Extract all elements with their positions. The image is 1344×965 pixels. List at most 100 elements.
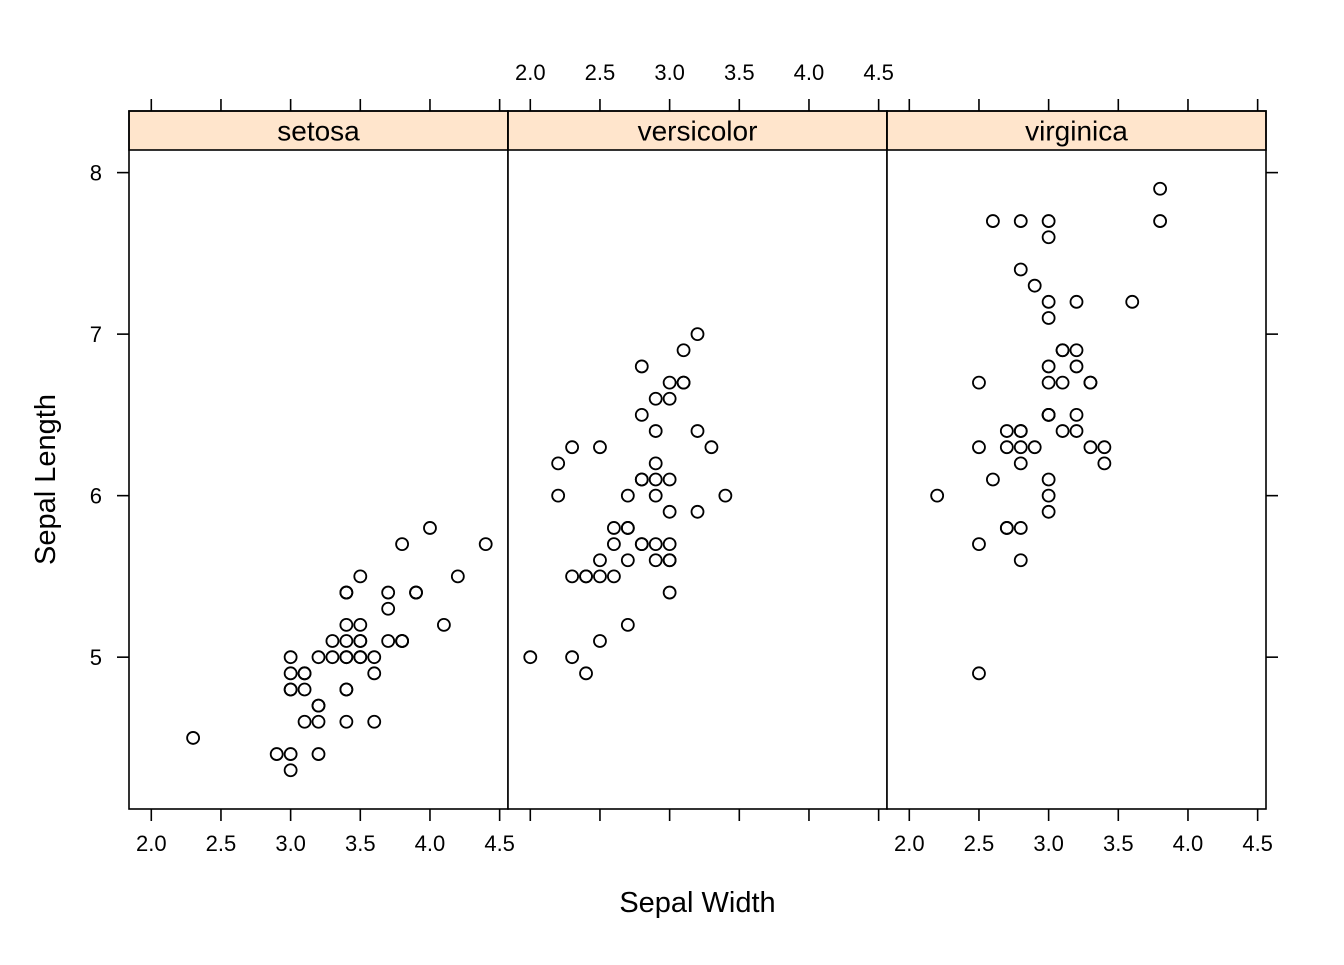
data-point xyxy=(593,569,607,584)
data-point xyxy=(718,488,733,503)
data-point xyxy=(1041,472,1056,487)
data-point xyxy=(565,569,579,584)
x-tick-label-bottom: 2.5 xyxy=(206,831,237,856)
data-point xyxy=(339,650,354,665)
data-point xyxy=(662,537,677,552)
data-point xyxy=(648,537,663,552)
data-point xyxy=(311,747,326,761)
data-point xyxy=(1027,440,1042,455)
data-point xyxy=(1013,424,1028,438)
data-point xyxy=(1041,230,1056,245)
data-point xyxy=(999,521,1014,535)
data-point xyxy=(551,456,566,471)
data-point xyxy=(620,488,635,503)
data-point xyxy=(999,440,1014,455)
data-point xyxy=(662,553,677,568)
data-point xyxy=(579,569,593,584)
data-point xyxy=(662,472,677,487)
data-point xyxy=(986,472,1000,487)
data-point xyxy=(1055,424,1070,438)
data-point xyxy=(339,617,354,632)
data-point xyxy=(972,440,986,455)
panel-versicolor: versicolor xyxy=(507,110,888,810)
y-tick-label: 7 xyxy=(90,322,102,347)
data-point xyxy=(551,488,566,503)
data-point xyxy=(607,521,621,535)
data-point xyxy=(1013,521,1028,535)
strip-label: setosa xyxy=(277,116,360,147)
data-point xyxy=(1153,181,1167,196)
x-tick-label-top: 2.0 xyxy=(515,60,546,85)
data-point xyxy=(1083,440,1098,455)
x-tick-label-bottom: 3.0 xyxy=(1033,831,1064,856)
data-point xyxy=(620,521,635,535)
data-point xyxy=(1153,214,1167,228)
data-point xyxy=(1013,553,1028,568)
y-tick-label: 5 xyxy=(90,645,102,670)
data-point xyxy=(297,714,312,729)
data-point xyxy=(381,601,396,616)
data-point xyxy=(1069,424,1084,438)
data-point xyxy=(607,537,621,552)
data-point xyxy=(450,569,465,584)
data-point xyxy=(381,585,396,600)
data-point xyxy=(367,714,382,729)
y-axis-title: Sepal Length xyxy=(30,394,62,565)
x-tick-label-bottom: 4.0 xyxy=(1173,831,1204,856)
data-point xyxy=(1125,294,1140,309)
data-point xyxy=(676,343,691,358)
data-point xyxy=(648,472,663,487)
data-point xyxy=(676,375,691,390)
panel-virginica: virginica xyxy=(886,110,1267,810)
data-point xyxy=(1069,343,1084,358)
data-point xyxy=(1041,311,1056,325)
data-point xyxy=(620,553,635,568)
x-tick-label-bottom: 4.5 xyxy=(1242,831,1273,856)
data-point xyxy=(1013,262,1028,277)
data-point xyxy=(972,375,986,390)
data-point xyxy=(690,327,705,342)
panel-background xyxy=(887,150,1266,809)
data-point xyxy=(311,650,326,665)
x-tick-label-bottom: 2.0 xyxy=(136,831,167,856)
data-point xyxy=(690,504,705,519)
data-point xyxy=(409,585,423,600)
x-tick-label-top: 3.5 xyxy=(724,60,755,85)
y-tick-label: 6 xyxy=(90,484,102,509)
data-point xyxy=(607,569,621,584)
data-point xyxy=(662,391,677,406)
data-point xyxy=(353,617,368,632)
data-point xyxy=(186,731,201,745)
data-point xyxy=(436,617,451,632)
data-point xyxy=(297,666,312,681)
data-point xyxy=(478,537,493,552)
data-point xyxy=(634,407,649,422)
data-point xyxy=(930,488,945,503)
data-point xyxy=(523,650,538,665)
data-point xyxy=(690,424,705,438)
data-point xyxy=(395,537,410,552)
panel-background xyxy=(508,150,887,809)
data-point xyxy=(269,747,284,761)
data-point xyxy=(339,714,354,729)
x-axis-title: Sepal Width xyxy=(619,887,775,919)
data-point xyxy=(634,359,649,374)
panel-background xyxy=(129,150,508,809)
data-point xyxy=(662,504,677,519)
y-tick-label: 8 xyxy=(90,161,102,186)
data-point xyxy=(1041,407,1056,422)
data-point xyxy=(662,375,677,390)
data-point xyxy=(704,440,719,455)
data-point xyxy=(381,634,396,648)
data-point xyxy=(1097,440,1112,455)
data-point xyxy=(1069,407,1084,422)
data-point xyxy=(972,666,986,681)
data-point xyxy=(283,763,298,778)
data-point xyxy=(593,440,607,455)
data-point xyxy=(325,634,340,648)
data-point xyxy=(1083,375,1098,390)
panel-setosa: setosa xyxy=(128,110,509,810)
data-point xyxy=(1041,214,1056,228)
x-tick-label-top: 3.0 xyxy=(654,60,685,85)
